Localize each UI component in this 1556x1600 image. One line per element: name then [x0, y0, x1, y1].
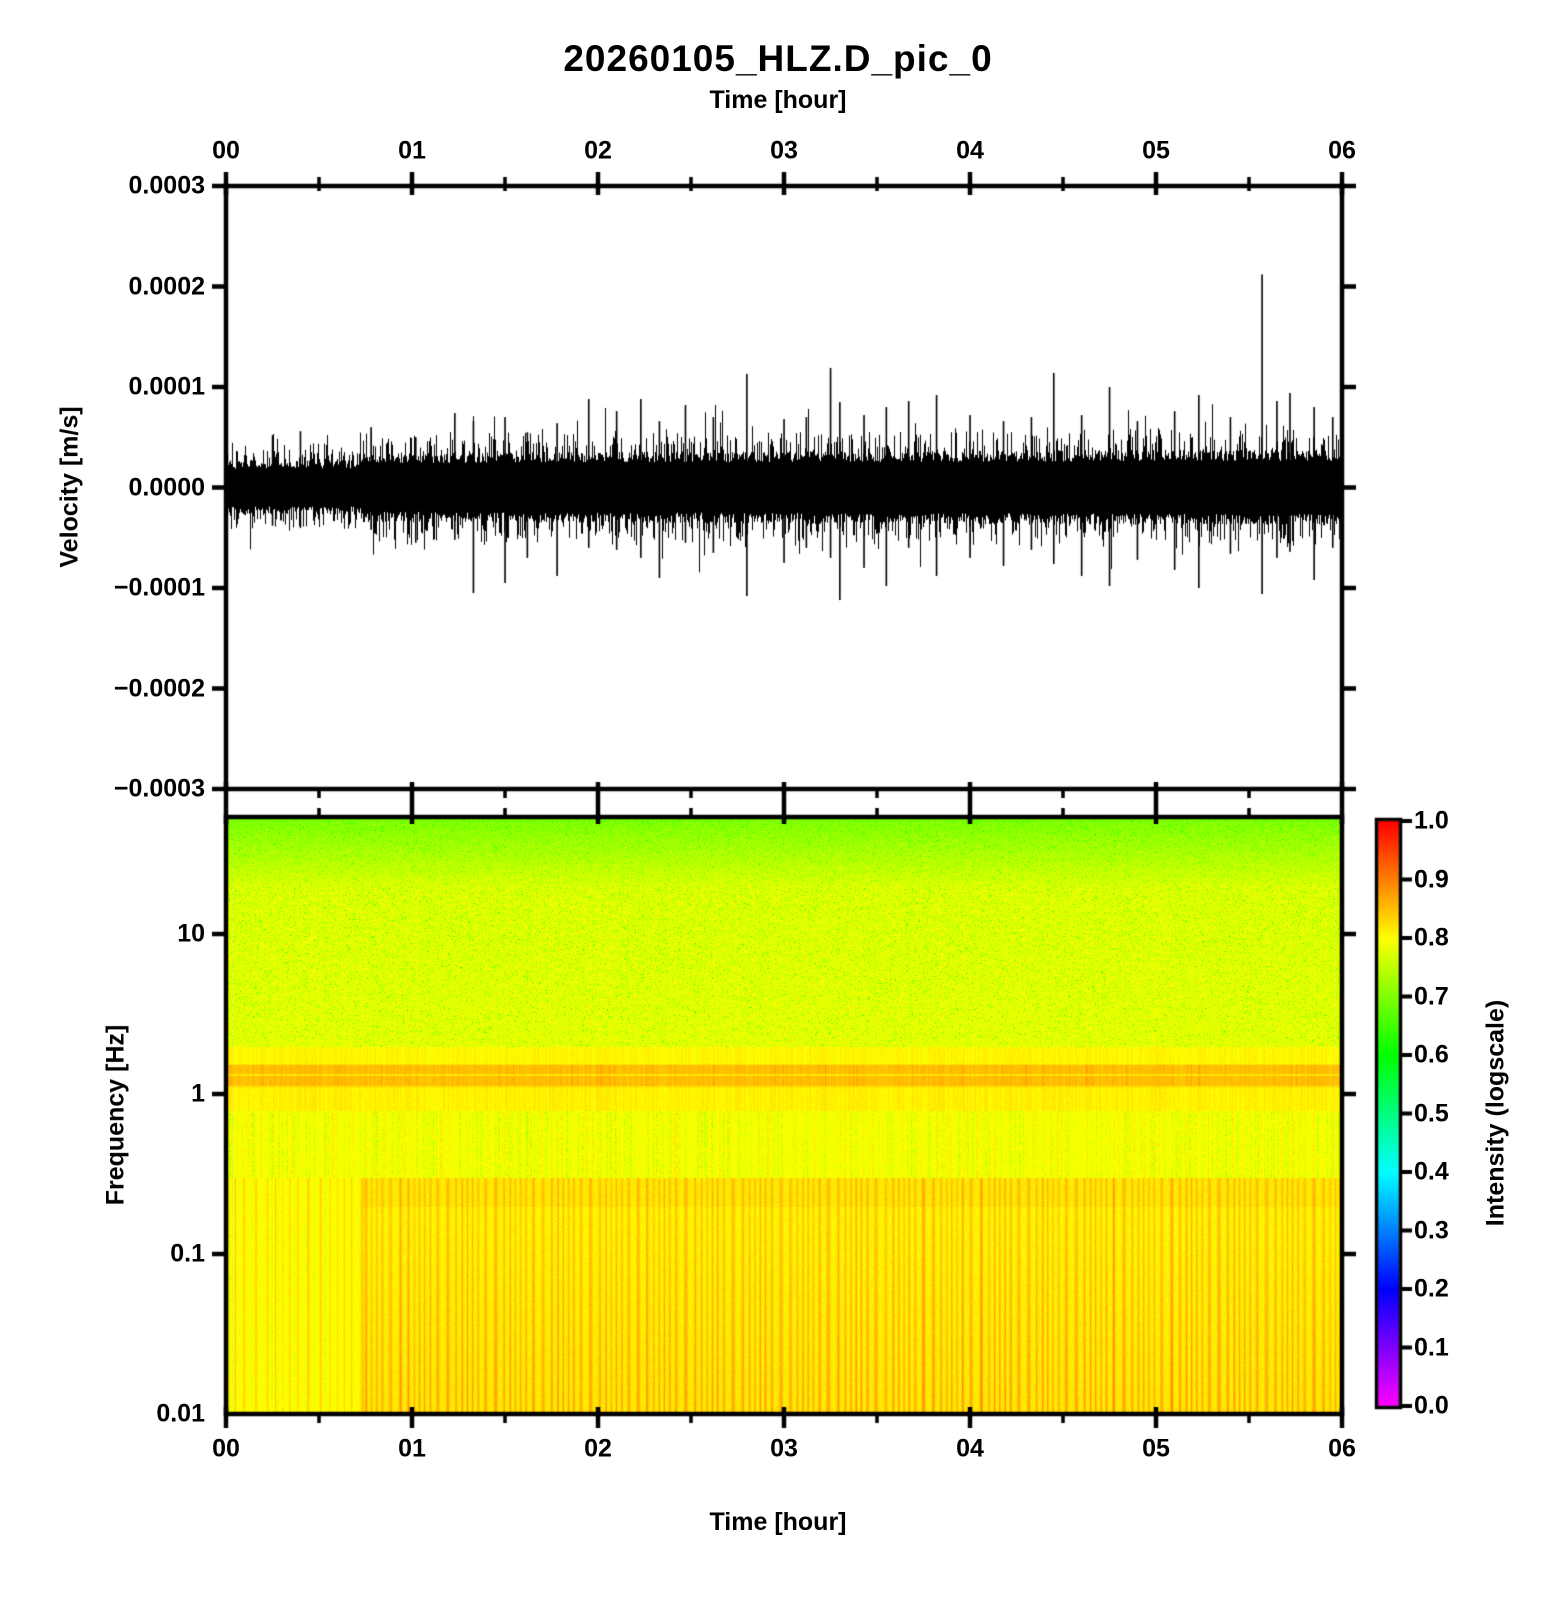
colorbar-tick-label: 0.1: [1414, 1333, 1449, 1361]
velocity-tick-label: 0.0003: [128, 171, 205, 200]
velocity-tick-label: −0.0002: [113, 674, 205, 702]
bottom-x-tick-label: 06: [1328, 1434, 1356, 1463]
bottom-x-tick-label: 04: [956, 1434, 984, 1463]
colorbar-tick-label: 0.5: [1414, 1099, 1449, 1127]
top-x-tick-label: 03: [770, 136, 798, 165]
colorbar-tick-label: 0.7: [1414, 982, 1449, 1010]
top-x-tick-label: 05: [1142, 136, 1170, 165]
bottom-x-tick-label: 00: [212, 1434, 240, 1463]
bottom-x-tick-label: 02: [584, 1434, 612, 1463]
velocity-tick-label: 0.0000: [128, 473, 205, 501]
frequency-tick-label: 0.01: [156, 1399, 205, 1428]
frequency-axis-title: Frequency [Hz]: [101, 1024, 130, 1206]
colorbar-axis-title: Intensity (logscale): [1481, 999, 1510, 1227]
frequency-tick-label: 0.1: [170, 1239, 205, 1268]
velocity-tick-label: 0.0002: [128, 272, 205, 300]
bottom-time-axis-title: Time [hour]: [709, 1508, 847, 1536]
colorbar-tick-label: 0.2: [1414, 1274, 1449, 1303]
colorbar-tick-label: 0.6: [1414, 1040, 1449, 1069]
colorbar-tick-label: 0.3: [1414, 1216, 1449, 1244]
top-x-tick-label: 00: [212, 136, 240, 165]
frequency-tick-label: 1: [191, 1079, 205, 1108]
velocity-tick-label: −0.0003: [113, 774, 205, 803]
velocity-tick-label: 0.0001: [128, 372, 205, 401]
velocity-axis-title: Velocity [m/s]: [55, 406, 84, 568]
bottom-x-tick-label: 05: [1142, 1434, 1170, 1463]
velocity-tick-label: −0.0001: [113, 573, 205, 602]
frequency-tick-label: 10: [177, 919, 205, 948]
colorbar-tick-label: 0.9: [1414, 865, 1449, 893]
top-x-tick-label: 02: [584, 136, 612, 165]
bottom-x-tick-label: 01: [398, 1434, 426, 1463]
colorbar-tick-label: 0.8: [1414, 923, 1449, 952]
top-x-tick-label: 04: [956, 136, 984, 165]
top-x-tick-label: 06: [1328, 136, 1356, 165]
top-x-tick-label: 01: [398, 136, 426, 165]
colorbar-tick-label: 0.0: [1414, 1391, 1449, 1420]
bottom-x-tick-label: 03: [770, 1434, 798, 1463]
colorbar-tick-label: 1.0: [1414, 806, 1449, 835]
colorbar-tick-label: 0.4: [1414, 1157, 1449, 1186]
